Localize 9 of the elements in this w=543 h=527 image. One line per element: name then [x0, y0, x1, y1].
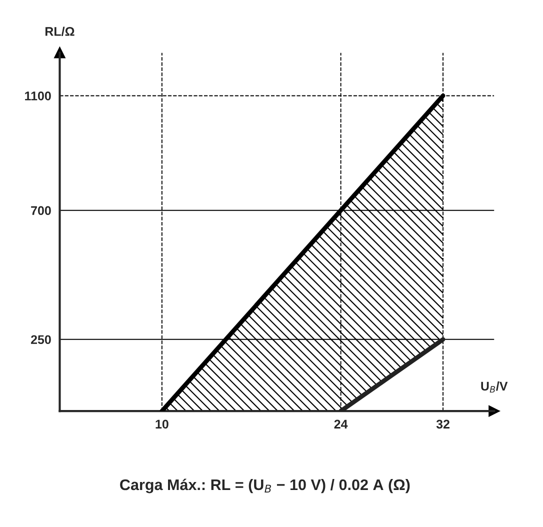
- y-axis-title: RL/Ω: [45, 26, 74, 36]
- x-tick-label: 10: [156, 420, 168, 429]
- y-tick-label: 700: [31, 206, 51, 216]
- y-tick-label: 250: [30, 335, 51, 344]
- text: Carga Máx.: RL = (U$_{B}$ − 10 V) / 0.02 A (Ω): [120, 478, 410, 494]
- x-tick-label: 24: [334, 420, 348, 428]
- x-tick-label: 32: [436, 420, 450, 429]
- y-tick-label: 1100: [25, 92, 51, 100]
- x-axis-title: U$_{B}$/V: [481, 381, 508, 393]
